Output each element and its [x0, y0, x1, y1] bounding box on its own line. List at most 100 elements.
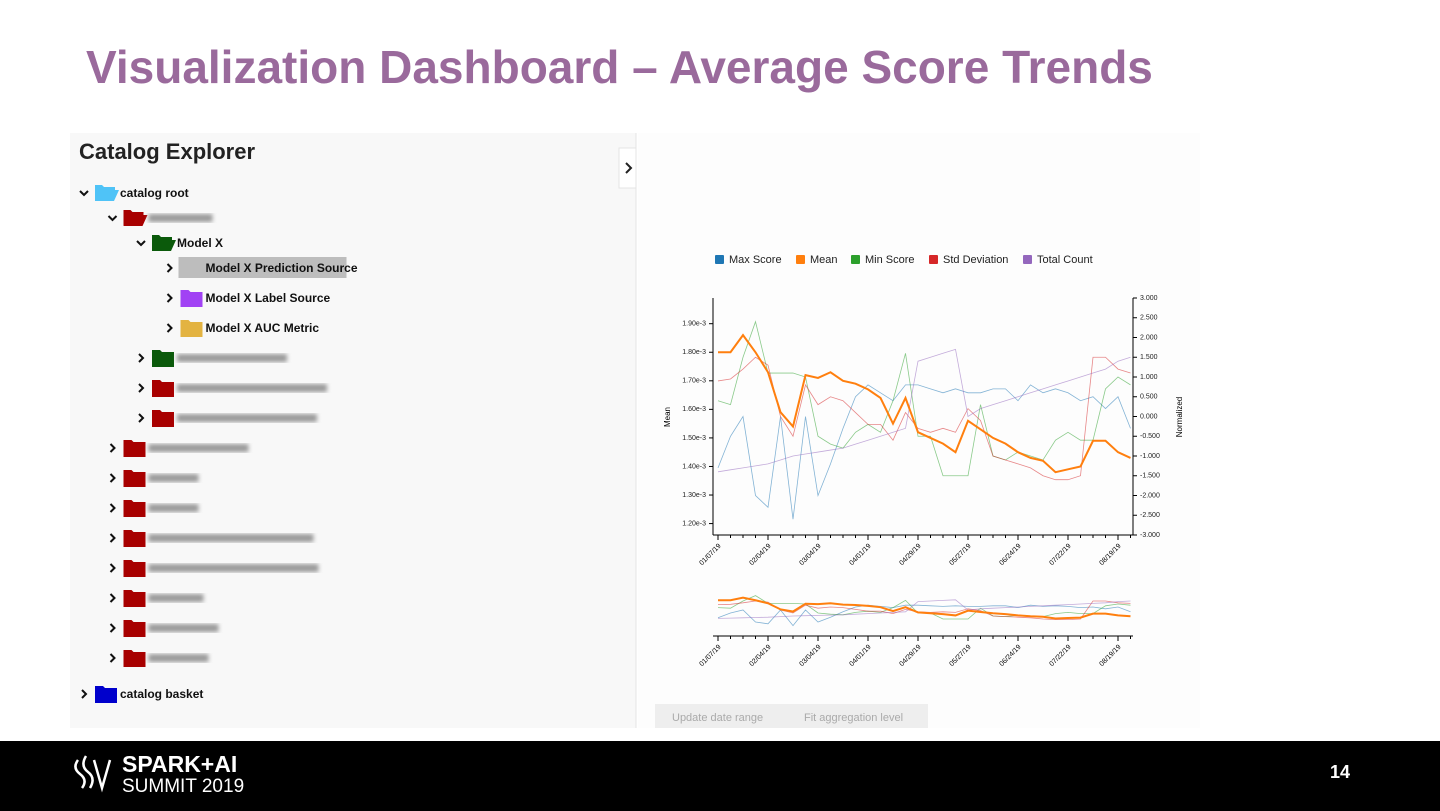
- tree-label[interactable]: Model X AUC Metric: [206, 321, 320, 335]
- y-tick-label: 1.70e-3: [682, 378, 706, 385]
- folder-icon: [152, 380, 174, 397]
- tree-label[interactable]: Model X: [177, 236, 223, 250]
- chevron[interactable]: [138, 353, 145, 363]
- legend-label[interactable]: Min Score: [865, 254, 915, 266]
- y-axis-label: Mean: [663, 407, 672, 427]
- button[interactable]: Update date range: [672, 712, 763, 724]
- folder-icon: [123, 470, 146, 487]
- y-tick-label: 1.30e-3: [682, 492, 706, 499]
- y2-tick-label: -1.000: [1140, 453, 1160, 460]
- folder-icon: [123, 650, 146, 667]
- y2-tick-label: 2.000: [1140, 334, 1158, 341]
- collapse-icon: [625, 162, 633, 174]
- chevron[interactable]: [138, 383, 145, 393]
- tree-label[interactable]: catalog root: [120, 186, 189, 200]
- y2-tick-label: 1.000: [1140, 374, 1158, 381]
- chevron[interactable]: [109, 533, 116, 543]
- folder-icon: [123, 590, 146, 607]
- folder-icon: [123, 620, 146, 637]
- folder-open-icon: [123, 210, 148, 226]
- tree-label[interactable]: catalog basket: [120, 687, 203, 701]
- chevron[interactable]: [81, 689, 88, 699]
- y-tick-label: 1.90e-3: [682, 321, 706, 328]
- chevron[interactable]: [166, 263, 173, 273]
- explorer-title: Catalog Explorer: [79, 139, 255, 164]
- y-tick-label: 1.40e-3: [682, 463, 706, 470]
- y2-tick-label: 0.500: [1140, 394, 1158, 401]
- legend-label[interactable]: Total Count: [1037, 254, 1093, 266]
- series-line: [717, 320, 1131, 477]
- y2-axis-label: Normalized: [1175, 397, 1184, 437]
- chevron[interactable]: [166, 293, 173, 303]
- folder-open-icon: [95, 185, 119, 201]
- blurred-label: [148, 594, 204, 602]
- chevron[interactable]: [79, 190, 89, 197]
- folder-icon: [152, 410, 174, 427]
- legend-label[interactable]: Max Score: [729, 254, 782, 266]
- selection-highlight: [178, 257, 347, 278]
- legend-swatch[interactable]: [851, 255, 860, 264]
- blurred-label: [177, 414, 317, 422]
- legend-swatch[interactable]: [715, 255, 724, 264]
- blurred-label: [148, 504, 199, 512]
- legend-label[interactable]: Std Deviation: [943, 254, 1008, 266]
- blurred-label: [177, 354, 287, 362]
- chevron[interactable]: [109, 563, 116, 573]
- chevron[interactable]: [109, 623, 116, 633]
- chevron[interactable]: [109, 653, 116, 663]
- legend-swatch[interactable]: [796, 255, 805, 264]
- y2-tick-label: -2.500: [1140, 512, 1160, 519]
- y-tick-label: 1.20e-3: [682, 520, 706, 527]
- folder-icon: [152, 350, 174, 367]
- series-line: [717, 604, 1131, 627]
- blurred-label: [148, 624, 219, 632]
- button-bar: [655, 704, 928, 728]
- blurred-label: [148, 564, 319, 572]
- button[interactable]: Fit aggregation level: [804, 712, 903, 724]
- logo-icon: [74, 755, 112, 793]
- slide-title: Visualization Dashboard – Average Score …: [86, 41, 1153, 93]
- blurred-label: [148, 654, 209, 662]
- chevron[interactable]: [109, 443, 116, 453]
- tree-label[interactable]: Model X Label Source: [206, 291, 331, 305]
- chevron[interactable]: [166, 323, 173, 333]
- legend-swatch[interactable]: [1023, 255, 1032, 264]
- series-line: [717, 356, 1131, 481]
- y2-tick-label: -2.000: [1140, 492, 1160, 499]
- folder-icon: [123, 560, 146, 577]
- y-tick-label: 1.50e-3: [682, 435, 706, 442]
- blurred-label: [148, 214, 213, 222]
- y2-tick-label: 0.000: [1140, 413, 1158, 420]
- y2-tick-label: -1.500: [1140, 473, 1160, 480]
- series-line: [718, 596, 1131, 620]
- legend-swatch[interactable]: [929, 255, 938, 264]
- chevron[interactable]: [109, 593, 116, 603]
- chevron[interactable]: [107, 215, 118, 222]
- legend-label[interactable]: Mean: [810, 254, 838, 266]
- folder-icon: [123, 440, 146, 457]
- y2-tick-label: 1.500: [1140, 354, 1158, 361]
- logo-text: SPARK+AI: [122, 751, 237, 777]
- series-line: [717, 599, 1131, 619]
- chevron[interactable]: [138, 413, 145, 423]
- page-number: 14: [1330, 762, 1350, 782]
- folder-icon: [180, 290, 203, 307]
- folder-open-icon: [152, 235, 176, 251]
- footer: [0, 741, 1440, 811]
- blurred-label: [177, 384, 327, 392]
- blurred-label: [148, 474, 199, 482]
- chevron[interactable]: [136, 240, 146, 247]
- folder-icon: [95, 686, 117, 703]
- collapse-button[interactable]: [618, 147, 637, 189]
- explorer-panel: [70, 133, 636, 728]
- folder-icon: [123, 500, 146, 517]
- series-line: [717, 348, 1131, 473]
- chevron[interactable]: [109, 473, 116, 483]
- y2-tick-label: 3.000: [1140, 295, 1158, 302]
- chevron[interactable]: [109, 503, 116, 513]
- tree-label[interactable]: Model X Prediction Source: [206, 261, 358, 275]
- y-tick-label: 1.60e-3: [682, 406, 706, 413]
- y2-tick-label: -3.000: [1140, 532, 1160, 539]
